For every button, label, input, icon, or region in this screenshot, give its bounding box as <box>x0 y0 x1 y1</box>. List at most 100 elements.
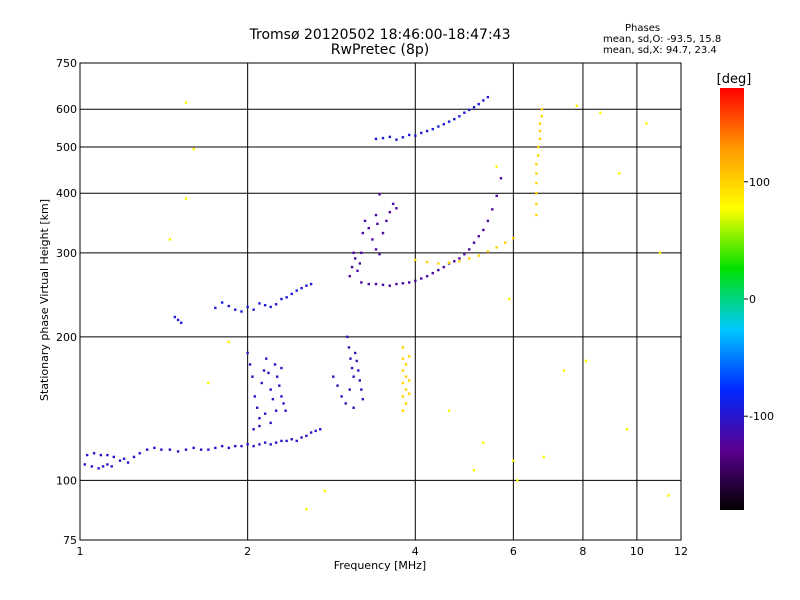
data-point <box>425 274 429 278</box>
data-point <box>319 428 322 431</box>
data-point <box>360 251 363 255</box>
data-point <box>118 459 122 462</box>
data-point <box>538 122 542 125</box>
data-point <box>240 444 243 448</box>
data-point <box>374 213 378 217</box>
data-point <box>535 181 538 185</box>
data-point <box>349 357 352 360</box>
data-point <box>407 281 411 284</box>
data-point <box>374 137 378 141</box>
data-point <box>495 246 498 249</box>
data-point <box>374 248 378 251</box>
data-point <box>214 446 217 450</box>
data-point <box>407 355 411 358</box>
data-point <box>184 101 188 104</box>
data-point <box>126 461 130 464</box>
data-point <box>350 265 354 269</box>
data-point <box>176 450 180 453</box>
data-point <box>263 441 267 444</box>
data-point <box>305 284 308 287</box>
colorbar-label: [deg] <box>717 72 752 87</box>
colorbar <box>720 88 744 510</box>
data-point <box>138 452 141 455</box>
data-point <box>414 134 417 137</box>
data-point <box>168 238 172 241</box>
data-point <box>401 136 405 139</box>
data-point <box>361 397 365 401</box>
data-point <box>468 108 471 112</box>
data-point <box>274 441 278 444</box>
data-point <box>153 446 156 450</box>
data-point <box>132 455 136 459</box>
data-point <box>376 222 379 226</box>
data-point <box>207 448 210 451</box>
data-point <box>271 397 275 401</box>
data-point <box>404 402 408 405</box>
data-point <box>258 302 261 305</box>
data-point <box>537 154 540 157</box>
data-point <box>645 122 648 125</box>
data-point <box>381 136 385 140</box>
data-point <box>458 115 461 118</box>
data-point <box>184 197 188 200</box>
data-point <box>260 381 263 385</box>
data-point <box>273 363 277 366</box>
data-point <box>477 235 480 238</box>
data-point <box>83 463 86 466</box>
data-point <box>280 439 283 443</box>
data-point <box>305 434 308 438</box>
data-point <box>420 277 423 280</box>
data-point <box>584 359 588 363</box>
data-point <box>280 297 283 301</box>
chart-title: Tromsø 20120502 18:46:00-18:47:43 <box>249 27 511 43</box>
data-point <box>263 412 267 415</box>
data-point <box>251 375 254 378</box>
data-point <box>295 439 298 443</box>
data-point <box>495 194 498 198</box>
data-point <box>199 448 203 451</box>
data-point <box>353 351 357 355</box>
data-point <box>352 251 355 255</box>
data-point <box>425 129 429 133</box>
data-point <box>207 381 210 385</box>
data-point <box>437 268 440 272</box>
data-point <box>358 262 362 265</box>
data-point <box>401 346 405 349</box>
data-point <box>234 444 237 448</box>
data-point <box>262 369 266 372</box>
data-point <box>344 402 347 405</box>
data-point <box>477 254 480 257</box>
x-tick-label: 1 <box>77 545 84 558</box>
data-point <box>401 282 405 285</box>
data-point <box>85 453 89 457</box>
data-point <box>486 250 490 253</box>
data-point <box>300 436 303 439</box>
data-point <box>453 260 456 263</box>
data-point <box>542 455 545 459</box>
data-point <box>332 375 335 378</box>
data-point <box>90 465 94 468</box>
data-point <box>248 363 252 366</box>
data-point <box>512 236 515 240</box>
data-point <box>401 357 405 360</box>
data-point <box>458 257 461 260</box>
data-point <box>404 388 408 391</box>
data-point <box>447 261 451 264</box>
data-point <box>391 202 395 206</box>
plot-area <box>79 62 682 541</box>
y-ticks: 75 100 200 300 400 500 600 750 <box>56 57 77 547</box>
phase-stats-x: mean, sd,X: 94.7, 23.4 <box>603 45 717 56</box>
data-point <box>295 289 298 292</box>
data-point <box>407 379 411 382</box>
data-point <box>404 363 408 366</box>
data-point <box>463 253 466 256</box>
data-point <box>407 133 411 137</box>
data-point <box>540 115 544 118</box>
data-point <box>535 213 538 217</box>
data-point <box>106 453 109 457</box>
data-point <box>431 271 434 275</box>
data-point <box>491 208 494 211</box>
data-point <box>472 241 476 244</box>
data-point <box>401 409 405 412</box>
